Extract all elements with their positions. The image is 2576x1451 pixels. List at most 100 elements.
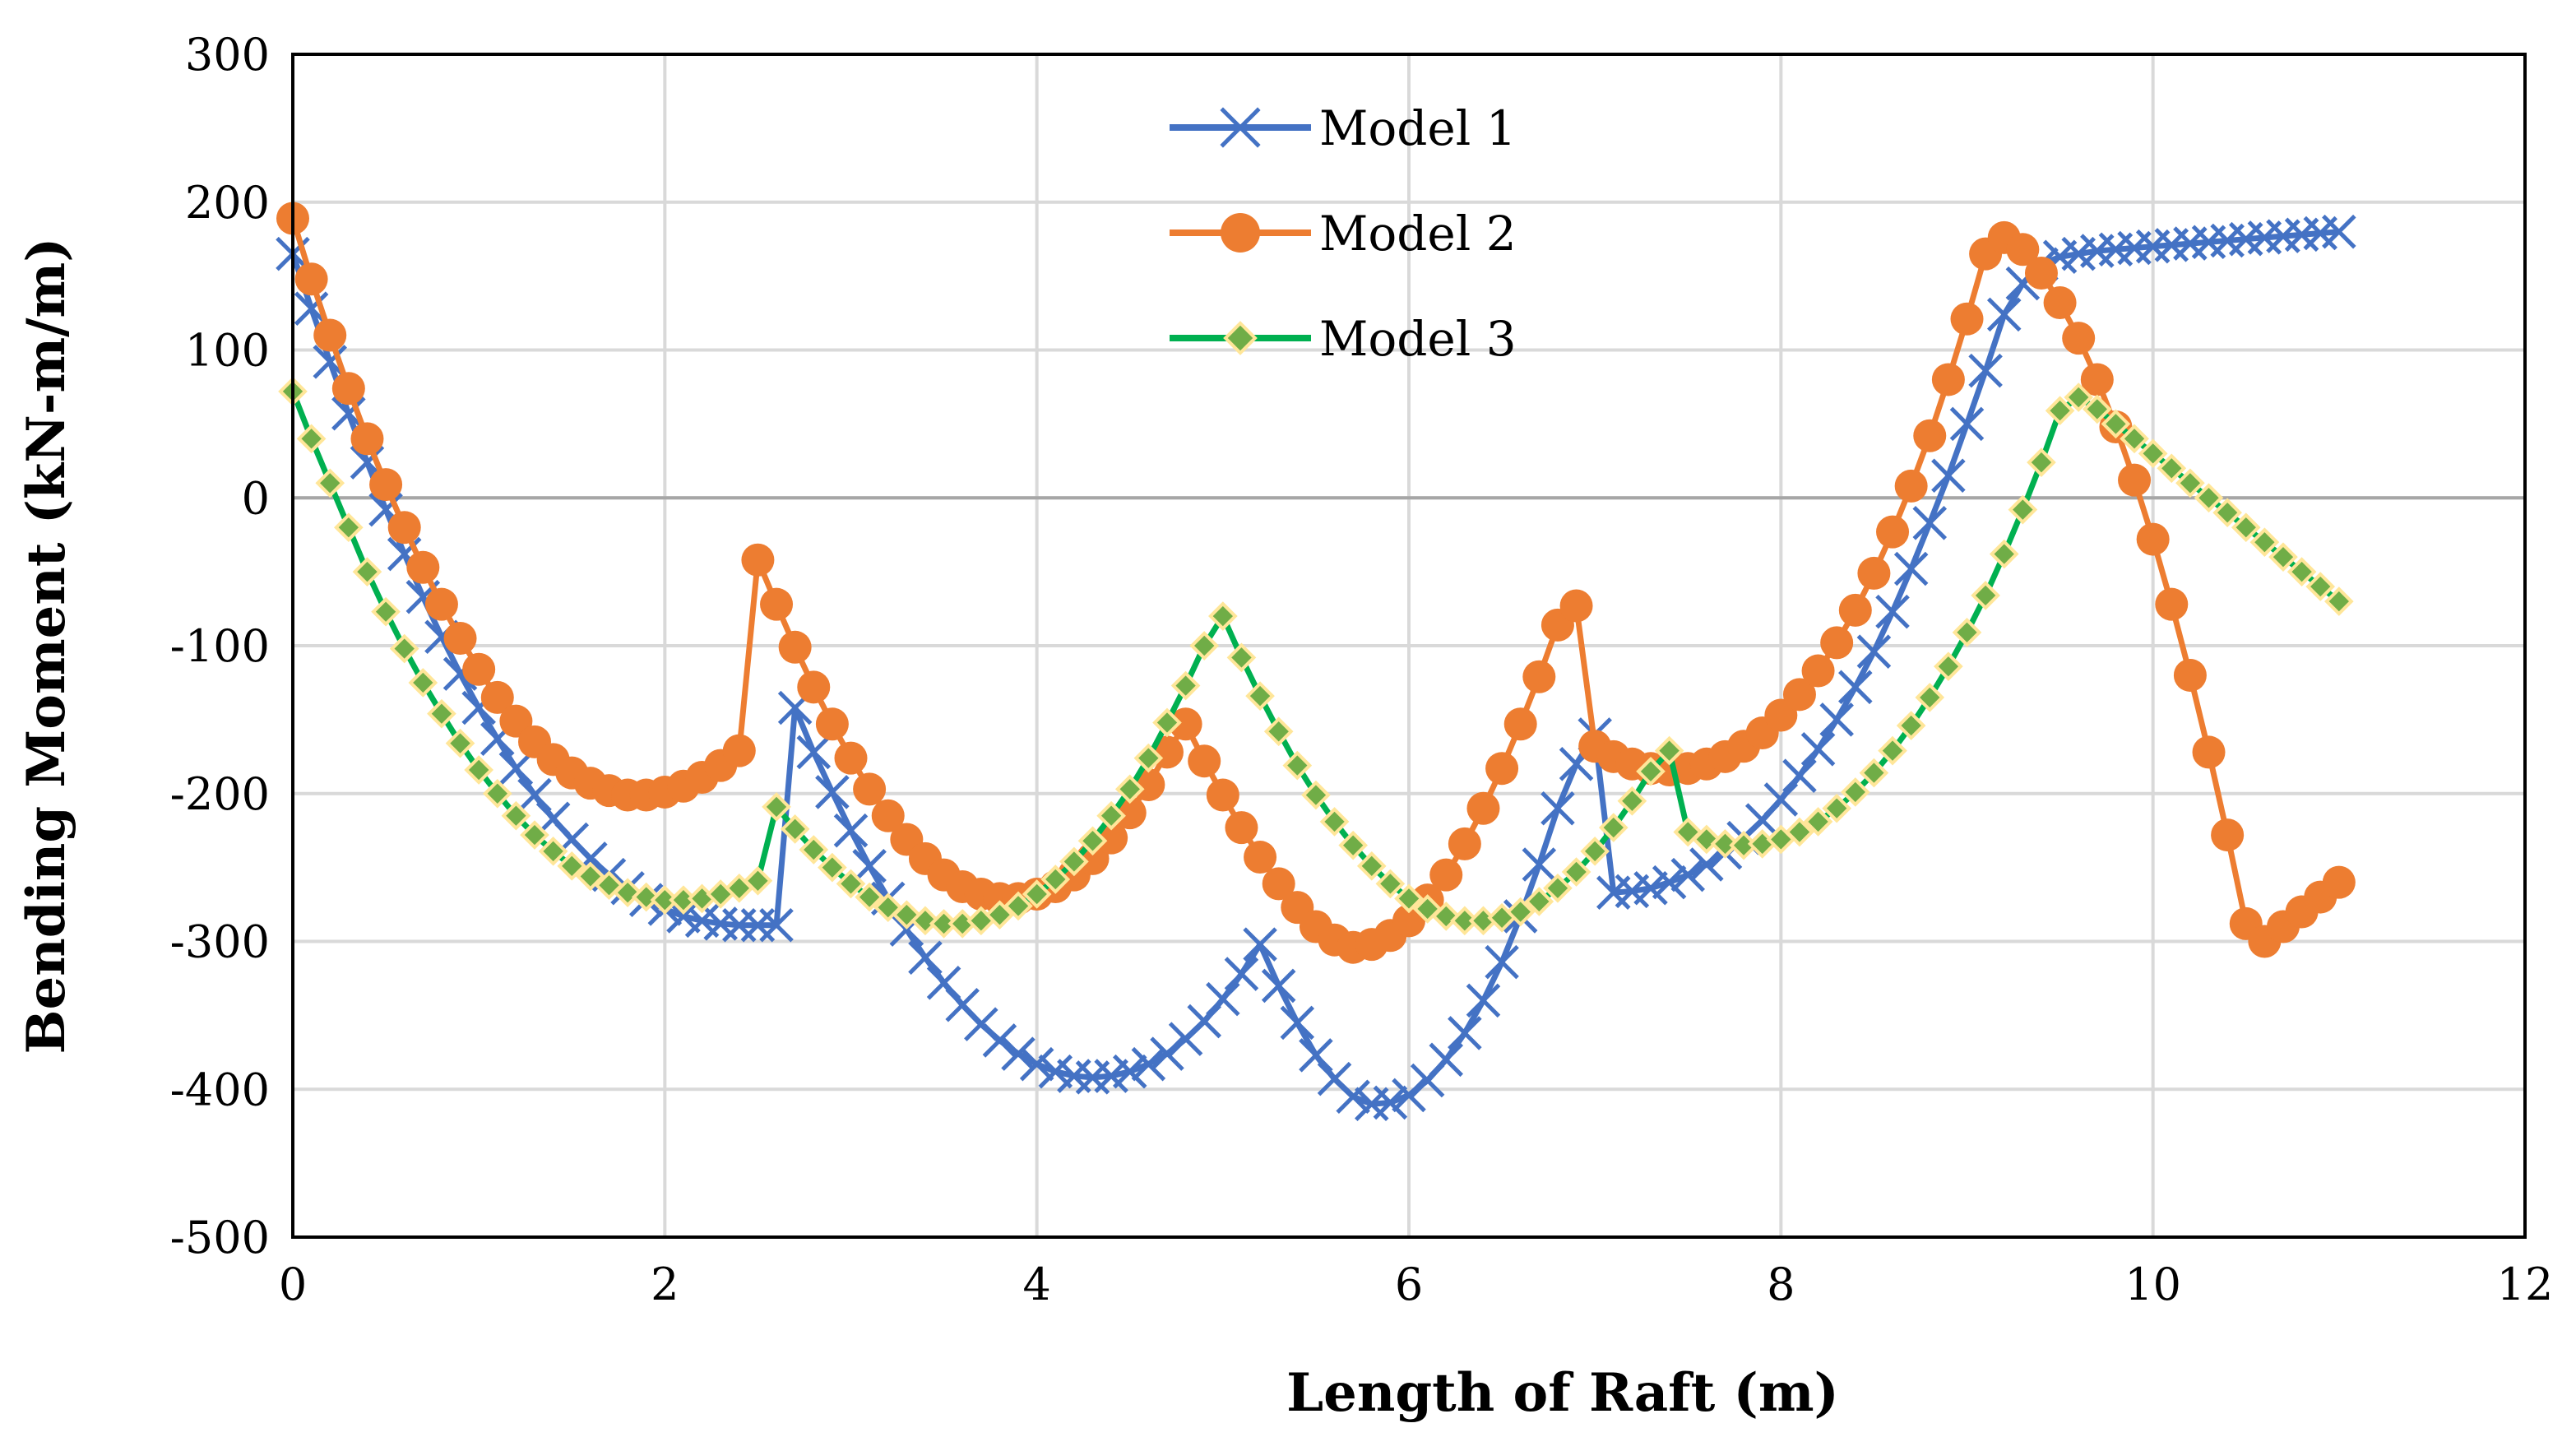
- series-3-point-59: [1375, 869, 1406, 899]
- series-2-point-5: [369, 468, 403, 502]
- series-2-point-89: [1931, 363, 1965, 396]
- series-1-point-5-stroke-b: [368, 492, 403, 527]
- series-2-point-90: [1950, 302, 1984, 336]
- series-1-point-92: [1986, 297, 2022, 332]
- series-3-point-31: [855, 882, 884, 912]
- series-3-point-97: [2082, 394, 2112, 424]
- series-1-point-85: [1856, 634, 1892, 669]
- series-3-point-71: [1598, 813, 1629, 842]
- series-1-point-76: [1689, 847, 1724, 882]
- series-1-point-39-stroke-b: [1001, 1036, 1035, 1071]
- series-3-point-100: [2138, 438, 2168, 469]
- series-3-point-27: [780, 814, 810, 844]
- series-1-point-83-stroke-b: [1819, 702, 1854, 737]
- series-2-point-51: [1225, 811, 1258, 845]
- series-2-point-93: [2006, 233, 2040, 267]
- series-3-line: [290, 390, 2342, 927]
- legend-marker-1: [1220, 107, 1261, 148]
- series-1-point-90: [1949, 406, 1985, 442]
- series-3-point-14: [538, 837, 568, 866]
- series-2-point-97: [2080, 363, 2114, 396]
- series-2-point-7: [406, 550, 440, 584]
- series-2-point-48: [1169, 707, 1202, 741]
- series-2-point-84: [1838, 593, 1872, 627]
- series-1-point-92-stroke-b: [1986, 297, 2022, 332]
- series-3-point-60: [1394, 883, 1424, 914]
- series-1-point-59: [1373, 1085, 1408, 1120]
- legend-item-3: Model 3: [1170, 311, 1517, 367]
- x-tick-label-4: 8: [1767, 1259, 1795, 1310]
- series-3-point-91: [1971, 581, 2000, 610]
- series-2-point-99: [2118, 463, 2152, 497]
- series-1-point-57-stroke-b: [1336, 1079, 1370, 1115]
- series-2-point-4: [350, 422, 384, 456]
- series-2-point-82: [1801, 654, 1835, 688]
- series-1-point-28: [796, 735, 832, 770]
- series-2-point-11: [480, 680, 514, 714]
- series-2-point-110: [2322, 865, 2356, 899]
- series-2-point-69: [1559, 589, 1593, 623]
- series-3-point-5: [371, 596, 401, 627]
- series-1-point-64: [1466, 983, 1501, 1018]
- series-1-point-82: [1800, 732, 1836, 767]
- series-3-point-70: [1580, 837, 1610, 866]
- series-1-point-68-stroke-b: [1541, 790, 1575, 826]
- series-1-point-49: [1187, 1004, 1221, 1039]
- series-1-point-110: [2322, 214, 2356, 249]
- series-3-point-92: [1989, 539, 2019, 569]
- series-1-point-49-stroke-b: [1187, 1004, 1221, 1039]
- series-1-point-31: [852, 849, 887, 883]
- series-1-point-29: [815, 775, 850, 809]
- series-1-point-55: [1299, 1038, 1333, 1073]
- plot-frame: [291, 53, 2527, 1239]
- series-3-point-73: [1636, 756, 1666, 786]
- series-3-point-45: [1114, 774, 1145, 804]
- series-3-point-38: [985, 900, 1015, 929]
- series-3-point-47: [1152, 707, 1182, 738]
- series-1-point-67-stroke-b: [1522, 847, 1557, 882]
- series-3-point-29: [818, 852, 847, 883]
- series-2-point-63: [1448, 827, 1481, 860]
- series-1-point-81: [1782, 758, 1817, 793]
- series-1-point-35-stroke-b: [926, 966, 961, 1000]
- series-3-point-28: [799, 835, 829, 865]
- series-2-point-2: [313, 318, 347, 352]
- series-2-point-83: [1820, 626, 1854, 660]
- series-3: [278, 377, 2354, 939]
- series-3-point-69: [1561, 857, 1591, 887]
- series-1-point-88: [1912, 506, 1948, 540]
- series-3-point-56: [1319, 807, 1350, 837]
- series-1-point-47-stroke-b: [1150, 1036, 1184, 1071]
- legend-marker-1-stroke-b: [1220, 107, 1261, 148]
- series-2-point-27: [778, 630, 812, 664]
- series-1-point-40-stroke-b: [1019, 1046, 1054, 1082]
- series-1-point-31-stroke-b: [852, 849, 887, 883]
- series-2-point-24: [722, 734, 756, 767]
- series-3-point-30: [836, 869, 866, 899]
- series-3-point-105: [2231, 512, 2261, 543]
- series-1-point-21-stroke-b: [666, 899, 701, 934]
- series-3-point-103: [2194, 483, 2224, 513]
- series-3-point-109: [2305, 572, 2336, 601]
- series-3-point-88: [1915, 683, 1945, 712]
- series-1-point-2-stroke-b: [313, 345, 348, 379]
- series-3-point-54: [1282, 750, 1313, 781]
- series-3-point-96: [2064, 382, 2094, 412]
- series-1-point-12: [498, 751, 534, 786]
- legend-label-3: Model 3: [1319, 311, 1517, 367]
- series-3-point-68: [1543, 873, 1573, 903]
- series-1-point-74: [1652, 865, 1687, 900]
- series-2-point-85: [1857, 556, 1891, 590]
- series-1-point-50: [1206, 981, 1240, 1017]
- series-2-point-87: [1894, 469, 1928, 503]
- frame-layer: [291, 53, 2527, 1239]
- series-1-point-63: [1448, 1016, 1482, 1050]
- series-1-point-67: [1522, 847, 1557, 882]
- series-2-point-65: [1485, 752, 1519, 786]
- series-1-point-64-stroke-b: [1466, 983, 1501, 1018]
- series-3-point-4: [352, 557, 382, 586]
- series-3-point-52: [1245, 681, 1275, 711]
